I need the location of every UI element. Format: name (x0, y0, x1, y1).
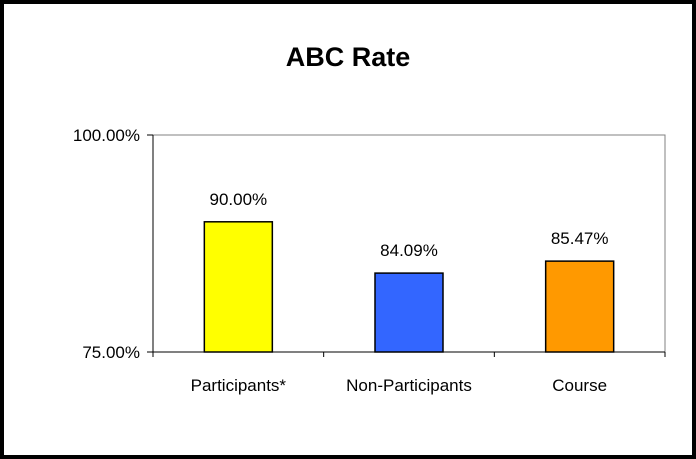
category-label: Participants* (191, 376, 287, 395)
chart-title: ABC Rate (286, 42, 411, 72)
bar-1 (203, 221, 274, 353)
category-label: Course (552, 376, 607, 395)
y-tick-label: 75.00% (82, 343, 140, 362)
y-tick-label: 100.00% (73, 126, 140, 145)
data-label: 85.47% (551, 229, 609, 248)
bar-2 (374, 272, 444, 353)
data-label: 90.00% (209, 190, 267, 209)
category-label: Non-Participants (346, 376, 472, 395)
data-label: 84.09% (380, 241, 438, 260)
bar-3 (544, 260, 615, 353)
